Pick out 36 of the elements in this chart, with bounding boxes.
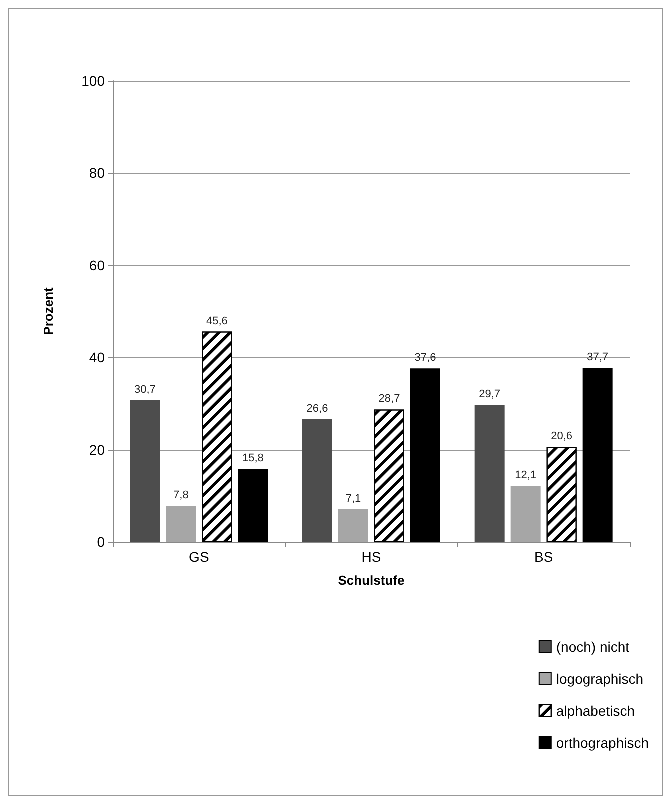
data-label: 37,7	[587, 352, 609, 364]
legend-label: logographisch	[556, 671, 644, 687]
y-tick-label: 40	[89, 350, 106, 366]
x-axis-title: Schulstufe	[338, 573, 405, 588]
data-label: 28,7	[378, 393, 400, 406]
bar	[410, 368, 440, 542]
y-tick-label: 20	[89, 442, 106, 458]
x-tick-label: HS	[362, 549, 382, 565]
bar	[166, 506, 196, 542]
bar	[582, 368, 613, 542]
data-label: 30,7	[134, 384, 156, 396]
y-tick-label: 80	[89, 165, 106, 182]
legend-label: (noch) nicht	[556, 639, 630, 655]
bar	[510, 486, 541, 542]
legend-label: alphabetisch	[556, 703, 636, 719]
data-label: 20,6	[551, 430, 573, 443]
data-label: 37,6	[414, 352, 436, 364]
legend-label: orthographisch	[556, 735, 650, 751]
data-label: 15,8	[242, 452, 264, 465]
bar	[474, 405, 505, 542]
y-tick-label: 60	[89, 257, 106, 274]
y-axis-title: Prozent	[41, 286, 56, 336]
data-label: 26,6	[306, 402, 328, 415]
x-tick-label: BS	[534, 549, 554, 565]
data-label: 7,8	[174, 490, 189, 502]
x-tick-label: GS	[189, 549, 210, 565]
y-tick-label: 0	[97, 534, 106, 550]
bar	[238, 469, 268, 542]
data-label: 29,7	[479, 388, 501, 401]
data-label: 7,1	[346, 492, 362, 505]
data-label: 45,6	[206, 315, 228, 328]
bar	[130, 400, 160, 542]
bar	[302, 419, 332, 542]
y-tick-label: 100	[82, 73, 106, 89]
data-label: 12,1	[515, 470, 537, 482]
bar	[338, 509, 368, 542]
